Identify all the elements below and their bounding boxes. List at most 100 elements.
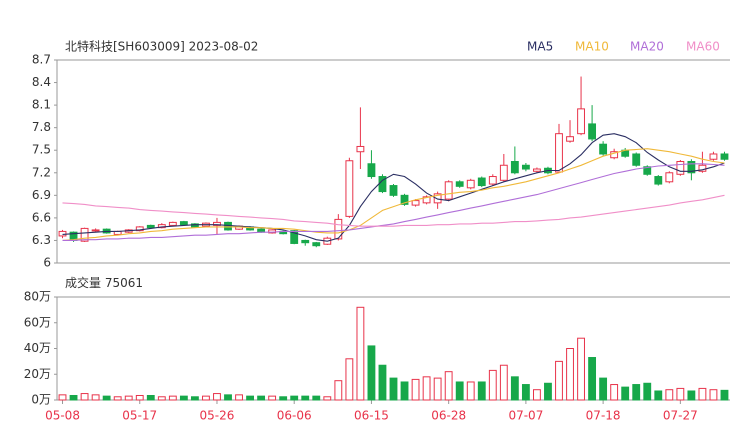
candle-body: [654, 176, 663, 185]
volume-bar: [610, 384, 619, 401]
y-tick-label: 7.5: [32, 143, 51, 157]
candle-body: [80, 227, 89, 242]
volume-bar: [367, 345, 376, 401]
candle-body: [356, 145, 365, 153]
candle-body: [698, 164, 707, 172]
candle-body: [643, 166, 652, 175]
volume-bar: [555, 360, 563, 401]
y-tick-label: 6.3: [32, 233, 51, 247]
volume-label: 成交量: [65, 275, 101, 290]
x-tick-label: 07-27: [663, 409, 698, 423]
volume-bar: [312, 395, 321, 401]
volume-bar: [334, 380, 343, 401]
volume-bar: [279, 396, 288, 401]
candle-body: [709, 153, 718, 160]
ma-line: [62, 148, 725, 241]
volume-tick-label: 80万: [24, 290, 51, 304]
candle-body: [599, 143, 608, 155]
volume-latest: 75061: [105, 276, 143, 290]
candle-body: [477, 177, 486, 187]
y-tick-label: 8.4: [32, 75, 51, 89]
volume-tick-label: 0万: [31, 393, 51, 407]
candle-body: [533, 168, 541, 172]
candle-body: [610, 151, 619, 159]
candle-body: [455, 181, 464, 187]
candle-body: [312, 242, 321, 247]
volume-bar: [124, 395, 133, 401]
candle-body: [555, 133, 563, 173]
volume-bar: [533, 389, 541, 401]
volume-bar: [80, 393, 89, 401]
candle-body: [676, 161, 685, 175]
candle-body: [213, 221, 221, 226]
candle-body: [179, 221, 188, 226]
volume-bar: [301, 395, 310, 401]
candle-body: [224, 221, 232, 231]
volume-bar: [69, 394, 78, 401]
x-tick-label: 06-15: [354, 409, 389, 423]
volume-bar: [654, 390, 663, 401]
volume-bar: [477, 381, 486, 401]
x-tick-label: 05-08: [45, 409, 80, 423]
candle-body: [411, 200, 420, 206]
candle-body: [588, 123, 597, 140]
candle-body: [720, 153, 729, 160]
volume-bar: [190, 396, 199, 401]
volume-bar: [599, 377, 608, 401]
candle-body: [466, 179, 475, 189]
y-tick-label: 6.9: [32, 188, 51, 202]
volume-bar: [146, 394, 155, 401]
volume-bar: [157, 396, 166, 401]
volume-bar: [643, 382, 652, 401]
volume-bar: [257, 395, 266, 401]
candle-body: [91, 229, 100, 232]
candle-body: [334, 218, 343, 240]
candle-body: [577, 108, 585, 135]
volume-bar: [488, 369, 497, 401]
volume-bar: [356, 306, 365, 401]
volume-bar: [720, 389, 729, 401]
candle-body: [367, 163, 376, 178]
volume-bar: [91, 394, 100, 401]
y-tick-label: 8.1: [32, 98, 51, 112]
legend-label: MA20: [630, 40, 664, 54]
volume-bar: [521, 384, 530, 401]
volume-bar: [510, 376, 519, 401]
candle-body: [566, 136, 574, 142]
volume-bar: [621, 386, 630, 401]
volume-bar: [113, 396, 122, 401]
volume-bar: [400, 381, 409, 401]
volume-bar: [687, 390, 696, 401]
volume-bar: [168, 395, 177, 401]
volume-tick-label: 60万: [24, 315, 51, 329]
volume-tick-label: 20万: [24, 367, 51, 381]
volume-bar: [676, 387, 685, 401]
candle-body: [146, 224, 155, 229]
volume-title: 成交量 75061: [65, 275, 143, 290]
y-tick-label: 6.6: [32, 210, 51, 224]
ma-line: [62, 163, 725, 241]
candle-body: [345, 160, 354, 217]
ma-line: [62, 194, 725, 227]
candle-body: [168, 221, 177, 226]
x-tick-label: 07-18: [586, 409, 621, 423]
x-tick-label: 07-07: [508, 409, 543, 423]
volume-bar: [389, 377, 398, 401]
legend-label: MA5: [527, 40, 553, 54]
candle-body: [687, 161, 696, 174]
volume-bar: [422, 376, 431, 401]
volume-bar: [268, 395, 277, 401]
y-tick-label: 7.8: [32, 120, 51, 134]
legend-label: MA60: [686, 40, 720, 54]
volume-bar: [709, 389, 718, 401]
x-tick-label: 06-06: [277, 409, 312, 423]
volume-bar: [179, 395, 188, 401]
volume-bar: [290, 395, 299, 401]
volume-bar: [698, 387, 707, 401]
candle-body: [488, 176, 497, 185]
candle-body: [422, 196, 431, 204]
volume-bar: [58, 394, 67, 401]
candle-body: [58, 230, 67, 237]
x-tick-label: 05-26: [200, 409, 235, 423]
volume-bar: [411, 378, 420, 401]
